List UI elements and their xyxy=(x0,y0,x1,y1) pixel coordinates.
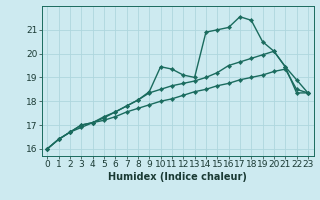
X-axis label: Humidex (Indice chaleur): Humidex (Indice chaleur) xyxy=(108,172,247,182)
